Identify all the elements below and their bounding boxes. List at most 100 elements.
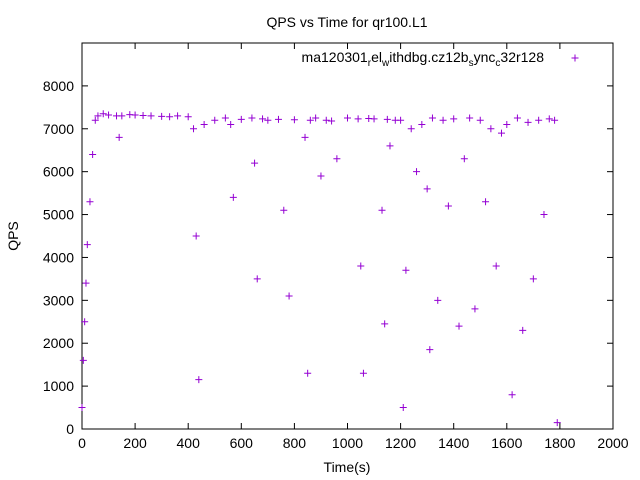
labels: 0 200 400 600 800 1000 1200 1400 1600 1800 2000 0 10…	[43, 78, 629, 451]
data-point	[190, 125, 198, 133]
data-point	[460, 155, 468, 163]
y-tick-label: 6000	[43, 164, 74, 180]
data-point	[248, 114, 256, 122]
legend: ma120301relwithdbg.cz12bsyncc32r128	[302, 49, 579, 69]
data-point	[274, 115, 282, 123]
data-point	[450, 115, 458, 123]
data-point	[423, 185, 431, 193]
data-point	[174, 112, 182, 120]
y-tick-label: 0	[66, 421, 74, 437]
data-point	[535, 116, 543, 124]
data-point	[471, 305, 479, 313]
data-point	[529, 275, 537, 283]
data-point	[513, 114, 521, 122]
legend-text-part: 32r128	[500, 49, 544, 65]
y-tick-label: 5000	[43, 207, 74, 223]
data-point	[195, 376, 203, 384]
data-point	[99, 110, 107, 118]
data-point	[312, 114, 320, 122]
data-point	[229, 193, 237, 201]
legend-text-part: ync	[474, 49, 496, 65]
data-point	[344, 114, 351, 122]
data-point	[397, 116, 405, 124]
legend-text-part: r	[368, 58, 372, 69]
data-point	[386, 142, 394, 150]
data-point	[91, 116, 99, 124]
data-point	[328, 117, 336, 125]
data-point	[301, 133, 309, 141]
x-axis-title: Time(s)	[324, 459, 371, 475]
data-point	[357, 262, 365, 270]
data-point	[86, 198, 94, 206]
data-point	[94, 112, 102, 120]
data-point	[399, 404, 407, 412]
y-axis-title: QPS	[5, 221, 21, 251]
data-point	[497, 129, 505, 137]
data-point	[211, 116, 219, 124]
data-point	[439, 116, 447, 124]
data-point	[482, 198, 490, 206]
data-point	[285, 292, 293, 300]
legend-text-part: ma120301	[302, 49, 368, 65]
data-point	[508, 391, 516, 399]
data-point	[524, 118, 532, 126]
data-point	[115, 133, 123, 141]
x-tick-label: 1400	[438, 435, 469, 451]
data-point	[304, 369, 312, 377]
data-point	[82, 279, 90, 287]
data-point	[166, 113, 174, 121]
data-point	[89, 151, 97, 159]
data-point	[553, 419, 561, 427]
data-point	[139, 111, 147, 119]
chart-title: QPS vs Time for qr100.L1	[266, 14, 427, 30]
data-point	[105, 111, 113, 119]
legend-text-part: c	[495, 58, 500, 69]
data-point	[359, 369, 367, 377]
legend-text-part: w	[381, 58, 390, 69]
x-tick-label: 400	[177, 435, 201, 451]
data-point	[466, 114, 474, 122]
x-tick-label: 0	[78, 435, 86, 451]
y-tick-label: 8000	[43, 78, 74, 94]
data-point	[118, 112, 126, 120]
legend-text-part: ithdbg.cz12b	[389, 49, 469, 65]
data-point	[237, 115, 245, 123]
x-tick-label: 1200	[385, 435, 416, 451]
legend-marker	[571, 54, 579, 62]
data-point	[370, 115, 378, 123]
data-point	[290, 116, 298, 124]
data-point	[317, 172, 325, 180]
data-point	[540, 211, 548, 219]
data-point	[81, 318, 89, 326]
legend-text-part: el	[371, 49, 382, 65]
x-tick-label: 200	[123, 435, 147, 451]
data-point	[487, 125, 495, 133]
data-point	[280, 206, 288, 214]
y-tick-label: 3000	[43, 292, 74, 308]
legend-label: ma120301relwithdbg.cz12bsyncc32r128	[302, 49, 545, 69]
data-point	[158, 112, 166, 120]
legend-text-part: s	[469, 58, 474, 69]
data-point	[503, 120, 511, 128]
data-point	[383, 115, 391, 123]
y-tick-label: 4000	[43, 249, 74, 265]
x-tick-label: 1000	[332, 435, 363, 451]
x-tick-label: 1800	[544, 435, 575, 451]
axes	[81, 42, 614, 430]
x-tick-label: 2000	[597, 435, 628, 451]
data-point	[434, 296, 442, 304]
data-point	[455, 322, 463, 330]
data-point	[200, 120, 208, 128]
data-point	[78, 404, 86, 412]
data-point	[79, 356, 87, 364]
data-point	[381, 320, 389, 328]
data-point	[253, 275, 261, 283]
data-point	[264, 116, 272, 124]
data-point	[184, 113, 192, 121]
data-point	[259, 115, 267, 123]
data-point	[378, 206, 386, 214]
data-point	[147, 112, 155, 120]
data-point	[519, 326, 527, 334]
data-point	[418, 120, 426, 128]
